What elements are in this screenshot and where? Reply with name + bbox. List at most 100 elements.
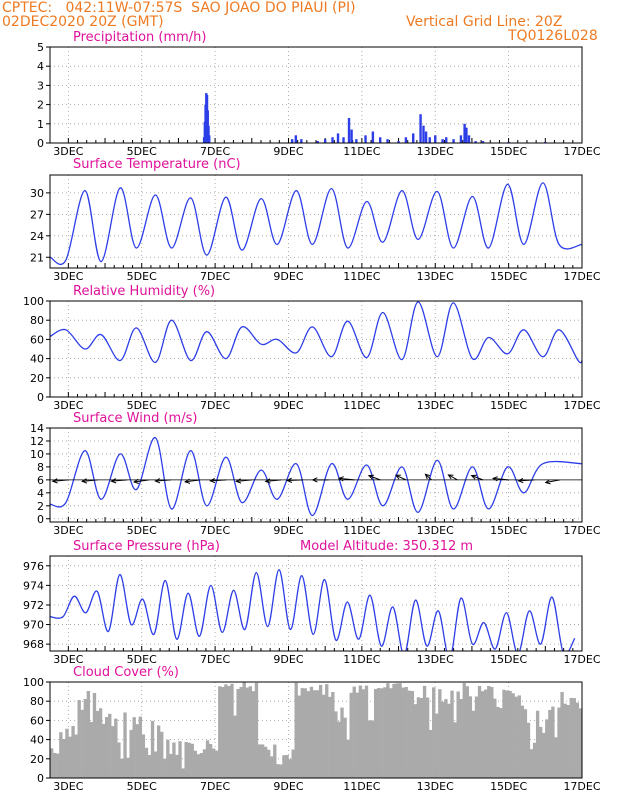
wind-arrow-head [394, 474, 401, 480]
rh-line [50, 301, 582, 364]
cloud-bar [156, 725, 161, 778]
cloud-bar [184, 741, 188, 778]
cloud-bar [474, 696, 479, 778]
cloud-bar [181, 768, 185, 778]
cloud-bar [248, 686, 253, 778]
panel-body [202, 93, 547, 143]
cloud-bar [398, 683, 402, 778]
cloud-bar [459, 698, 463, 778]
cloud-bar [300, 688, 304, 778]
cloud-bar [569, 697, 573, 778]
wind-arrow-head [447, 474, 454, 480]
cloud-bar [166, 739, 170, 778]
x-tick-label: 3DEC [53, 145, 83, 158]
cloud-bar [551, 706, 555, 778]
cloud-bar [309, 686, 314, 778]
pressure-line [50, 569, 576, 651]
x-tick-label: 13DEC [417, 653, 454, 666]
cloud-bar [438, 689, 442, 778]
cloud-bar [456, 691, 460, 778]
cloud-bar [325, 684, 329, 778]
cloud-bar [190, 743, 194, 778]
panel-title: Surface Wind (m/s) [73, 411, 197, 426]
cloud-bar [453, 722, 457, 778]
panel-title: Surface Temperature (nC) [73, 157, 241, 172]
cloud-bar [187, 742, 191, 778]
precip-bar [441, 139, 444, 143]
x-tick-label: 15DEC [490, 653, 527, 666]
y-tick-label: 20 [30, 753, 44, 766]
wind-arrow [471, 475, 484, 481]
cloud-bar [425, 697, 430, 778]
cloud-bar [230, 683, 234, 778]
precip-bar [481, 141, 485, 143]
cloud-bar [169, 753, 173, 778]
cloud-bar [545, 719, 549, 778]
cloud-bar [83, 698, 87, 778]
y-tick-label: 100 [23, 676, 44, 689]
x-tick-label: 15DEC [490, 780, 527, 793]
panel-title: Cloud Cover (%) [73, 665, 179, 680]
precip-bar [290, 139, 294, 143]
x-tick-label: 17DEC [563, 399, 600, 412]
x-tick-label: 7DEC [200, 524, 230, 537]
y-tick-label: 0 [37, 513, 44, 526]
x-tick-label: 3DEC [53, 653, 83, 666]
header-model-id: TQ0126L028 [508, 28, 598, 44]
cloud-bar [98, 708, 103, 778]
cloud-bar [153, 751, 158, 778]
cloud-bar [315, 690, 320, 778]
x-tick-label: 11DEC [343, 524, 380, 537]
header-station: CPTEC: 042:11W-07:57S SAO JOAO DO PIAUI … [2, 0, 356, 16]
x-tick-label: 11DEC [343, 145, 380, 158]
cloud-bar [89, 722, 94, 778]
y-tick-label: 972 [23, 599, 44, 612]
x-tick-label: 11DEC [343, 270, 380, 283]
precip-bar [386, 139, 389, 143]
cloud-bar [147, 754, 152, 778]
cloud-bar [117, 742, 121, 778]
cloud-bar [270, 756, 274, 778]
cloud-bar [221, 686, 225, 778]
cloud-bar [548, 709, 552, 778]
precip-bar [419, 114, 422, 143]
cloud-bar [419, 697, 424, 778]
cloud-bar [111, 726, 115, 778]
wind-line [50, 437, 582, 517]
y-tick-label: 8 [37, 461, 44, 474]
precip-bar [422, 125, 425, 143]
precip-bar [467, 135, 471, 143]
y-tick-label: 0 [37, 772, 44, 785]
x-tick-label: 9DEC [273, 145, 303, 158]
precip-bar [364, 135, 367, 143]
cloud-bar [444, 699, 448, 778]
cloud-bar [352, 686, 356, 778]
x-tick-label: 13DEC [417, 780, 454, 793]
cloud-bar [373, 688, 378, 778]
cloud-bar [554, 737, 558, 778]
panel-body [50, 182, 582, 266]
cloud-bar [462, 683, 466, 778]
wind-arrow-head [209, 477, 216, 484]
cloud-bar [306, 691, 311, 778]
x-tick-label: 15DEC [490, 524, 527, 537]
cloud-bar [132, 717, 136, 778]
cloud-bar [53, 752, 57, 778]
cloud-bar [367, 720, 372, 778]
panel-body [50, 437, 582, 517]
cloud-bar [239, 686, 243, 778]
x-tick-label: 5DEC [127, 524, 157, 537]
cloud-bar [135, 724, 139, 778]
x-tick-label: 5DEC [127, 270, 157, 283]
cloud-bar [523, 709, 528, 778]
y-tick-label: 30 [30, 187, 44, 200]
cloud-bar [566, 704, 570, 778]
y-tick-label: 4 [37, 487, 44, 500]
y-tick-label: 20 [30, 372, 44, 385]
cloud-bar [59, 732, 63, 778]
x-tick-label: 3DEC [53, 270, 83, 283]
precip-bar [371, 131, 375, 143]
cloud-bar [508, 690, 512, 778]
x-tick-label: 13DEC [417, 399, 454, 412]
